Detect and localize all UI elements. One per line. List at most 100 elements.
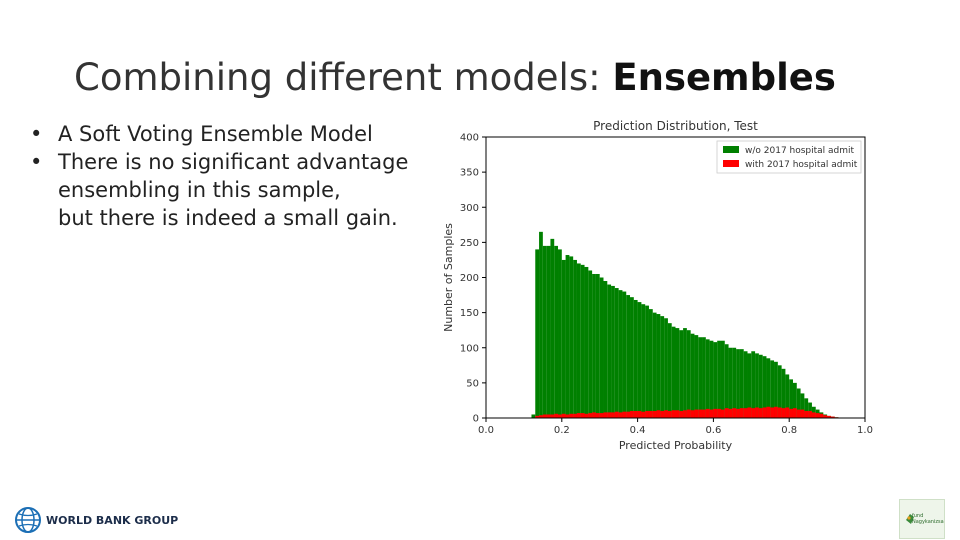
slide-title-bold: Ensembles xyxy=(612,56,836,99)
histogram-bar-red xyxy=(637,410,642,418)
histogram-bar-red xyxy=(736,408,740,418)
histogram-bar-red xyxy=(630,410,634,418)
histogram-bar-green xyxy=(736,349,740,418)
histogram-bar-green xyxy=(728,347,733,418)
slide-title-regular: Combining different models: xyxy=(74,56,613,99)
histogram-bar-green xyxy=(709,340,714,418)
histogram-bar-red xyxy=(558,414,562,418)
histogram-bar-green xyxy=(652,312,657,418)
histogram-bar-red xyxy=(611,412,615,418)
histogram-bar-green xyxy=(774,361,778,418)
chart-svg: Prediction Distribution, Test 0.0 0.2 0.4 0.… xyxy=(442,119,873,452)
y-tick-label: 350 xyxy=(460,168,479,179)
histogram-bar-red xyxy=(660,410,665,418)
histogram-bar-red xyxy=(774,406,778,418)
histogram-bar-red xyxy=(800,409,805,418)
histogram-bar-red xyxy=(702,409,706,418)
bullet-item-1: • A Soft Voting Ensemble Model xyxy=(30,120,408,148)
histogram-bar-red xyxy=(777,407,782,418)
histogram-bar-red xyxy=(743,408,748,418)
bullet-marker: • xyxy=(30,150,43,174)
histogram-bar-green xyxy=(656,314,661,418)
histogram-bar-red xyxy=(686,409,691,418)
histogram-bar-red xyxy=(588,413,593,418)
histogram-bar-red xyxy=(626,411,631,418)
y-tick-label: 100 xyxy=(460,343,479,354)
legend-box xyxy=(716,140,862,174)
y-tick-label: 50 xyxy=(466,378,479,389)
histogram-bar-red xyxy=(830,416,835,418)
histogram-bar-green xyxy=(743,351,748,418)
world-bank-logo: WORLD BANK GROUP xyxy=(14,506,178,534)
histogram-bar-red xyxy=(694,409,699,418)
corner-logo: fund Nagykanizsa xyxy=(899,499,945,539)
histogram-bar-red xyxy=(580,413,585,418)
histogram-bar-red xyxy=(713,408,718,418)
histogram-bar-green xyxy=(641,304,646,418)
logo-text: WORLD BANK GROUP xyxy=(46,513,179,527)
histogram-bar-red xyxy=(622,411,627,418)
histogram-bar-red xyxy=(747,407,752,418)
histogram-bar-red xyxy=(565,414,570,418)
histogram-chart: Prediction Distribution, Test 0.0 0.2 0.4 0.… xyxy=(440,115,880,455)
histogram-bar-red xyxy=(819,413,824,418)
histogram-bar-green xyxy=(789,379,793,418)
histogram-bar-green xyxy=(588,270,593,418)
histogram-bar-red xyxy=(739,408,744,418)
histogram-bar-red xyxy=(705,408,710,418)
histogram-bar-green xyxy=(660,316,665,418)
histogram-bar-red xyxy=(811,412,816,418)
histogram-bar-green xyxy=(690,333,695,418)
bullet-line: but there is indeed a small gain. xyxy=(58,206,398,230)
bullet-marker: • xyxy=(30,122,43,146)
histogram-bar-green xyxy=(535,249,540,418)
bullet-line: A Soft Voting Ensemble Model xyxy=(58,122,373,146)
histogram-bar-red xyxy=(732,408,737,418)
histogram-bar-green xyxy=(569,256,574,418)
histogram-bar-green xyxy=(732,347,737,418)
histogram-bar-red xyxy=(785,407,790,418)
bullet-line: There is no significant advantage xyxy=(58,150,409,174)
histogram-bar-green xyxy=(713,342,718,418)
histogram-bar-green xyxy=(626,295,631,418)
histogram-bar-red xyxy=(815,413,820,418)
histogram-bar-red xyxy=(569,413,574,418)
histogram-bar-red xyxy=(671,410,676,418)
map-icon xyxy=(906,514,914,524)
histogram-bar-green xyxy=(542,245,547,418)
histogram-bar-green xyxy=(573,259,577,418)
histogram-bar-red xyxy=(599,413,604,418)
bullet-line: ensembling in this sample, xyxy=(58,178,341,202)
bullet-list: • A Soft Voting Ensemble Model • There i… xyxy=(30,120,408,232)
histogram-bar-red xyxy=(550,414,555,418)
histogram-bar-red xyxy=(648,410,653,418)
y-tick-label: 0 xyxy=(473,414,479,425)
histogram-bar-red xyxy=(762,407,767,418)
histogram-bar-green xyxy=(770,360,775,418)
histogram-bar-red xyxy=(633,410,638,418)
histogram-bar-green xyxy=(599,277,604,418)
legend-label: with 2017 hospital admit xyxy=(745,160,858,170)
histogram-bar-green xyxy=(675,328,680,418)
histogram-bar-green xyxy=(694,335,699,418)
histogram-bar-green xyxy=(595,273,600,418)
histogram-bar-green xyxy=(766,358,771,418)
corner-logo-line-2: Nagykanizsa xyxy=(912,519,944,525)
histogram-bar-green xyxy=(539,231,543,418)
histogram-bar-red xyxy=(614,411,619,418)
histogram-bar-green xyxy=(664,318,668,418)
histogram-bar-red xyxy=(766,406,771,418)
histogram-bar-red xyxy=(618,412,623,418)
histogram-bar-red xyxy=(717,408,721,418)
x-tick-label: 0.2 xyxy=(554,425,570,436)
histogram-bar-red xyxy=(709,409,714,418)
histogram-bar-red xyxy=(535,415,540,418)
histogram-bar-green xyxy=(781,368,786,418)
histogram-bar-green xyxy=(550,238,555,418)
histogram-bar-red xyxy=(641,411,646,418)
histogram-bar-red xyxy=(724,408,729,418)
histogram-bar-green xyxy=(580,264,585,418)
histogram-bar-red xyxy=(796,409,801,418)
y-tick-label: 250 xyxy=(460,238,479,249)
histogram-bar-red xyxy=(720,409,725,418)
